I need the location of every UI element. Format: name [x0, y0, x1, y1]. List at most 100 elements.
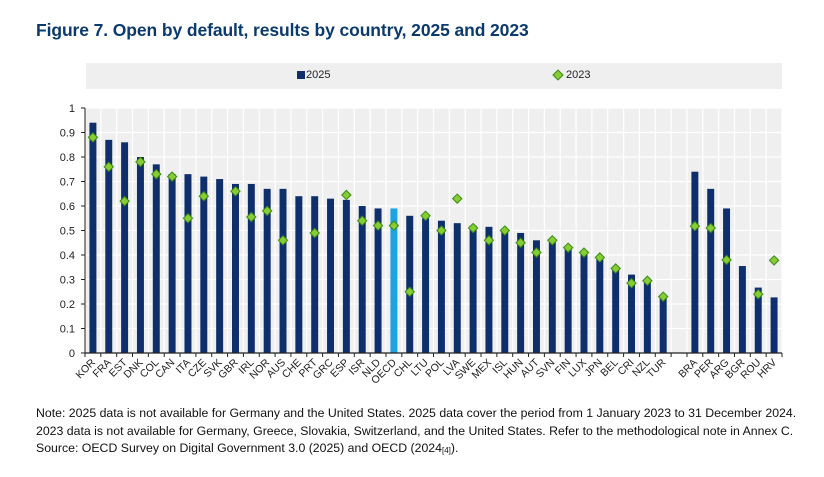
figure-title: Figure 7. Open by default, results by co…: [36, 20, 529, 40]
marker-2023-svn: [546, 234, 558, 246]
bar-chart: 00.10.20.30.40.50.60.70.80.91 KORFRAESTD…: [60, 103, 783, 387]
bar-2025-esp: [342, 199, 350, 353]
bar-2025-svk: [216, 179, 224, 353]
bar-2025-prt: [311, 196, 319, 353]
bar-2025-est: [121, 142, 129, 353]
bar-2025-aut: [532, 240, 540, 353]
source-reference: [4]: [442, 446, 451, 455]
marker-2023-irl: [246, 211, 257, 223]
source-line: Source: OECD Survey on Digital Governmen…: [36, 440, 796, 460]
marker-2023-aus: [277, 234, 289, 246]
legend-square-icon: [297, 71, 305, 79]
bar-2025-arg: [723, 208, 731, 353]
legend-diamond-icon: [552, 69, 564, 81]
marker-2023-nzl: [642, 275, 653, 287]
marker-2023-per: [705, 222, 717, 234]
marker-2023-cze: [198, 190, 210, 202]
y-tick-label: 0.1: [60, 324, 75, 336]
marker-2023-prt: [309, 227, 321, 239]
bar-2025-dnk: [136, 157, 144, 353]
y-tick-label: 1: [69, 103, 75, 115]
bar-2025-rou: [754, 287, 762, 353]
bar-2025-che: [295, 196, 303, 353]
bar-2025-gbr: [232, 183, 239, 353]
note-line-2: 2023 data is not available for Germany, …: [36, 423, 794, 438]
bar-2025-per: [707, 188, 715, 353]
chart-notes: Note: 2025 data is not available for Ger…: [36, 405, 796, 460]
bar-2025-grc: [327, 198, 335, 353]
marker-2023-bel: [610, 263, 621, 274]
bar-2025-kor: [89, 122, 97, 353]
marker-2023-nld: [372, 220, 384, 231]
bar-2025-irl: [247, 183, 255, 353]
marker-2023-esp: [341, 189, 352, 201]
y-tick-label: 0.4: [60, 250, 75, 262]
bar-2025-isr: [358, 206, 366, 353]
marker-2023-swe: [467, 222, 479, 234]
bar-2025-can: [168, 174, 176, 353]
chart-legend: 2025 2023: [86, 63, 782, 89]
marker-2023-dnk: [135, 156, 146, 168]
marker-2023-fin: [562, 242, 574, 253]
marker-2023-ita: [182, 212, 194, 224]
y-tick-label: 0.9: [60, 128, 75, 140]
marker-2023-fra: [103, 161, 115, 173]
marker-2023-lva: [451, 193, 463, 204]
marker-2023-col: [150, 168, 162, 180]
bar-2025-hun: [517, 232, 525, 353]
bar-2025-isl: [501, 229, 509, 353]
bar-2025-bel: [612, 267, 620, 353]
bar-2025-jpn: [596, 257, 604, 353]
marker-2023-gbr: [230, 185, 241, 197]
marker-2023-arg: [721, 254, 732, 266]
bar-2025-fra: [105, 139, 113, 353]
marker-2023-chl: [404, 286, 416, 298]
marker-2023-pol: [436, 225, 447, 236]
marker-2023-can: [166, 171, 178, 182]
bar-2025-lva: [453, 223, 461, 353]
y-tick-label: 0: [69, 348, 75, 360]
y-tick-label: 0.8: [60, 152, 75, 164]
x-tick-label: HRV: [755, 357, 779, 381]
source-text: Source: OECD Survey on Digital Governmen…: [36, 441, 442, 455]
marker-2023-hun: [515, 237, 526, 249]
marker-2023-bra: [689, 220, 701, 232]
marker-2023-est: [119, 195, 130, 207]
bar-2025-tur: [659, 295, 667, 353]
bar-2025-oecd: [390, 208, 398, 353]
bar-2025-aus: [279, 188, 287, 353]
marker-2023-lux: [578, 247, 590, 258]
marker-2023-oecd: [388, 220, 400, 231]
bar-2025-lux: [580, 252, 588, 353]
bar-2025-nzl: [643, 279, 651, 353]
bar-2025-col: [152, 164, 160, 353]
marker-2023-rou: [752, 288, 764, 300]
marker-2023-hrv: [768, 255, 780, 266]
bar-2025-hrv: [770, 297, 778, 353]
bar-2025-fin: [564, 248, 572, 353]
marker-2023-aut: [531, 247, 542, 258]
bar-2025-ltu: [422, 218, 430, 353]
bar-2025-svn: [548, 239, 556, 353]
marker-2023-kor: [87, 132, 99, 143]
legend-item-2025: 2025: [297, 69, 330, 81]
bar-2025-nld: [374, 208, 382, 353]
legend-label-2023: 2023: [566, 69, 591, 81]
y-tick-label: 0.3: [60, 275, 75, 287]
bar-2025-chl: [406, 215, 414, 353]
note-line-1: Note: 2025 data is not available for Ger…: [36, 406, 797, 420]
marker-2023-tur: [657, 291, 669, 302]
bar-2025-nor: [263, 188, 271, 353]
marker-2023-isr: [356, 215, 368, 227]
marker-2023-isl: [499, 225, 511, 236]
bar-2025-swe: [469, 225, 477, 353]
source-suffix: ).: [450, 441, 459, 455]
bar-2025-bra: [691, 171, 699, 353]
bar-2025-ita: [184, 174, 192, 353]
x-tick-label: TUR: [645, 356, 669, 380]
y-tick-label: 0.6: [60, 201, 75, 213]
bar-2025-cze: [200, 176, 208, 353]
bar-2025-bgr: [738, 266, 746, 353]
marker-2023-jpn: [594, 252, 606, 263]
y-tick-label: 0.2: [60, 299, 75, 311]
